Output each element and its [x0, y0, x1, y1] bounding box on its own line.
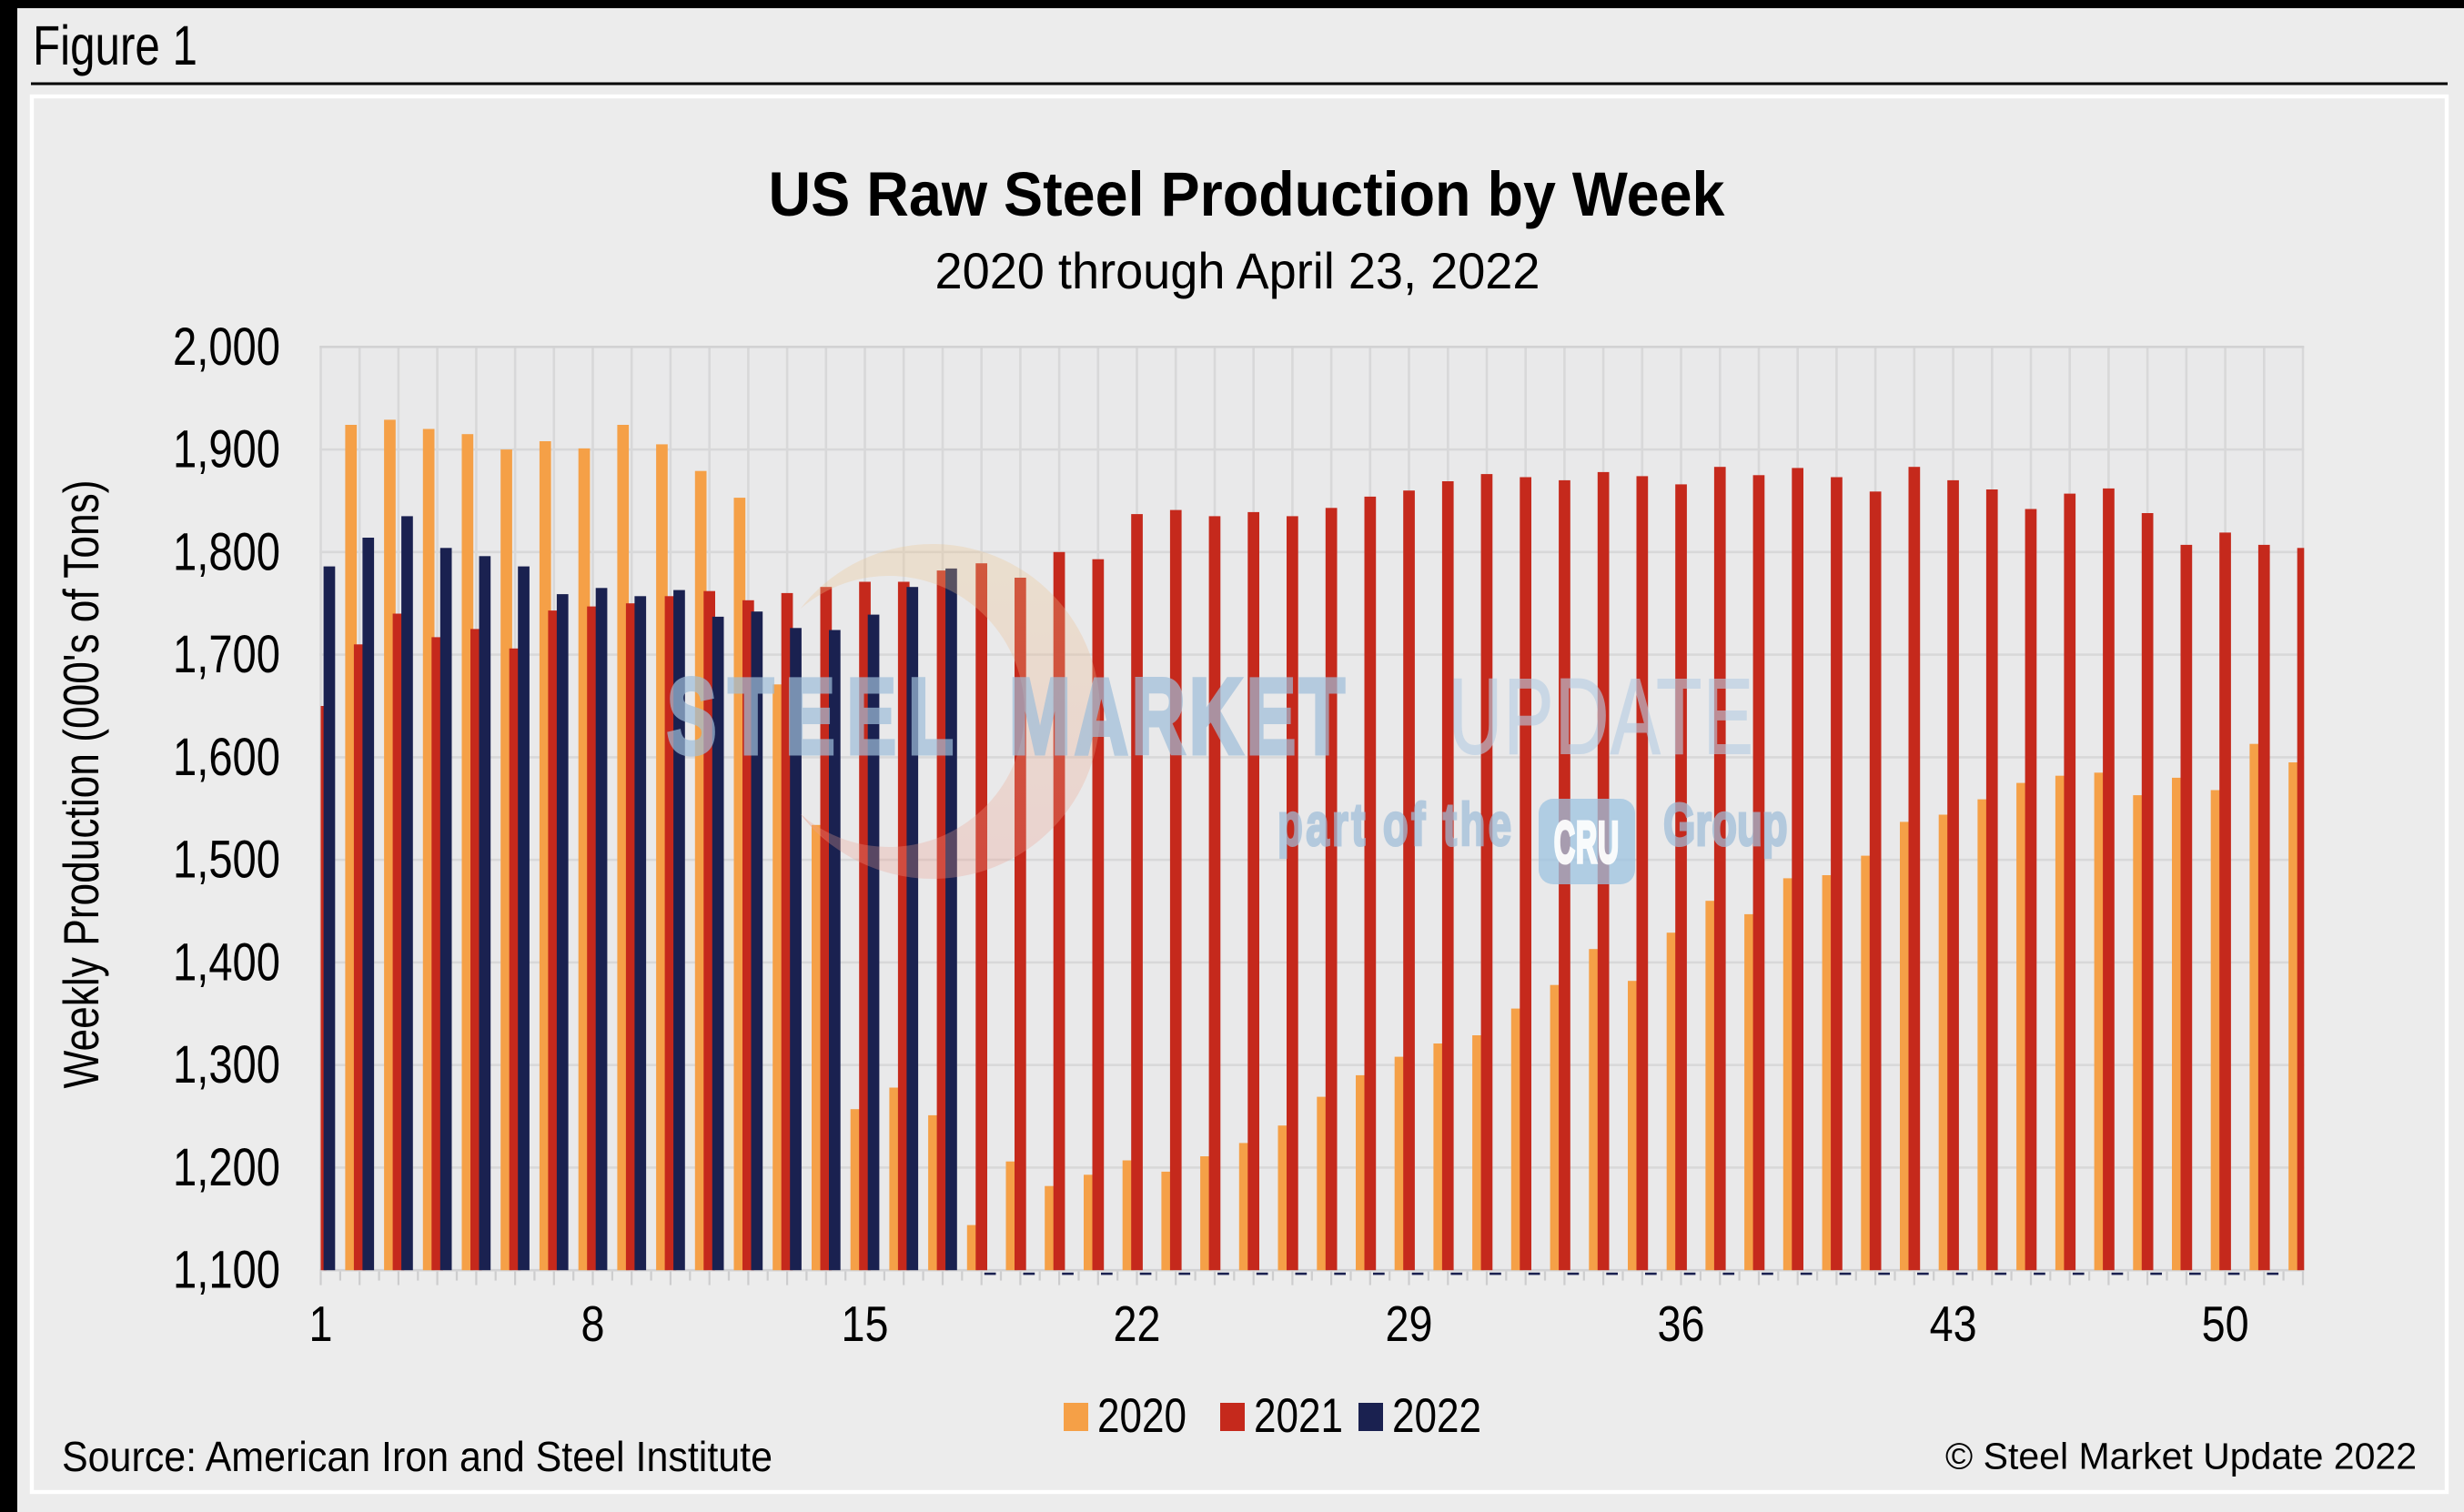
svg-text:US Raw Steel Production by Wee: US Raw Steel Production by Week — [769, 159, 1726, 229]
svg-text:2,000: 2,000 — [173, 318, 280, 377]
svg-text:Weekly Production (000's of To: Weekly Production (000's of Tons) — [53, 480, 109, 1089]
svg-text:15: 15 — [842, 1295, 889, 1352]
svg-text:© Steel Market Update 2022: © Steel Market Update 2022 — [1945, 1436, 2417, 1477]
svg-text:UPDATE: UPDATE — [1449, 657, 1755, 777]
svg-text:Group: Group — [1663, 792, 1788, 859]
svg-text:CRU: CRU — [1554, 810, 1620, 875]
svg-text:1,200: 1,200 — [173, 1138, 280, 1197]
svg-text:2020: 2020 — [1097, 1389, 1187, 1443]
svg-text:2022: 2022 — [1392, 1389, 1481, 1443]
svg-text:1,300: 1,300 — [173, 1035, 280, 1094]
svg-text:1: 1 — [309, 1295, 333, 1352]
svg-text:part of the: part of the — [1277, 792, 1515, 859]
svg-text:1,800: 1,800 — [173, 522, 280, 581]
svg-text:1,500: 1,500 — [173, 831, 280, 890]
svg-text:50: 50 — [2202, 1295, 2249, 1352]
svg-text:36: 36 — [1658, 1295, 1705, 1352]
svg-text:1,900: 1,900 — [173, 420, 280, 479]
svg-text:MARKET: MARKET — [1009, 657, 1348, 777]
svg-text:2020 through April 23, 2022: 2020 through April 23, 2022 — [935, 242, 1540, 299]
svg-text:1,700: 1,700 — [173, 625, 280, 684]
svg-text:1,600: 1,600 — [173, 728, 280, 787]
svg-text:STEEL: STEEL — [667, 657, 965, 777]
svg-text:Figure 1: Figure 1 — [33, 15, 197, 76]
svg-text:Source: American Iron and Stee: Source: American Iron and Steel Institut… — [62, 1433, 773, 1480]
svg-text:22: 22 — [1114, 1295, 1161, 1352]
svg-text:1,100: 1,100 — [173, 1241, 280, 1300]
svg-text:29: 29 — [1386, 1295, 1433, 1352]
svg-text:8: 8 — [581, 1295, 605, 1352]
svg-text:43: 43 — [1930, 1295, 1977, 1352]
svg-text:1,400: 1,400 — [173, 932, 280, 992]
svg-text:2021: 2021 — [1254, 1389, 1343, 1443]
